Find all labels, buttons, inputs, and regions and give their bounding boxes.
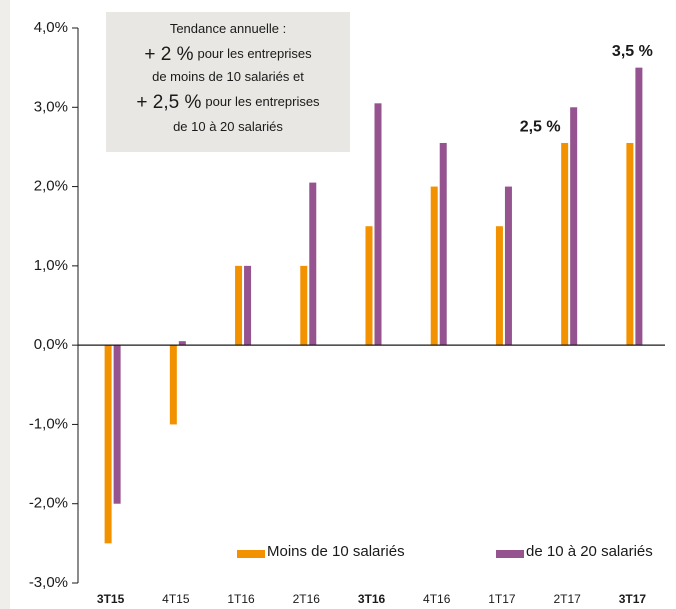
- annotation: 2,5 %: [520, 118, 561, 135]
- bar: [113, 345, 121, 504]
- side-border: [0, 0, 10, 609]
- y-tick-label: 4,0%: [34, 19, 68, 36]
- annotation: 3,5 %: [612, 43, 653, 60]
- y-tick-label: -1,0%: [29, 415, 68, 432]
- note-text: pour les entreprises: [197, 46, 312, 61]
- note-line: de 10 à 20 salariés: [173, 119, 283, 134]
- bar: [244, 265, 252, 346]
- bar: [430, 186, 438, 346]
- note-line: + 2 % pour les entreprises: [144, 44, 312, 65]
- bar: [570, 107, 578, 346]
- note-line: de moins de 10 salariés et: [152, 69, 304, 84]
- y-tick-label: 2,0%: [34, 178, 68, 195]
- bar: [561, 142, 569, 346]
- legend-label: Moins de 10 salariés: [267, 543, 405, 560]
- bar: [439, 142, 447, 346]
- x-tick-label: 4T15: [162, 592, 190, 606]
- bar: [374, 103, 382, 346]
- note-line: + 2,5 % pour les entreprises: [136, 92, 320, 113]
- legend-label: de 10 à 20 salariés: [526, 543, 653, 560]
- legend-swatch: [496, 550, 524, 558]
- note-text: de 10 à 20 salariés: [173, 119, 283, 134]
- note-text: pour les entreprises: [205, 94, 320, 109]
- bar: [504, 186, 512, 346]
- note-text: de moins de 10 salariés et: [152, 69, 304, 84]
- y-tick-label: -2,0%: [29, 495, 68, 512]
- bar: [300, 265, 308, 346]
- legend-swatch: [237, 550, 265, 558]
- bar: [104, 345, 112, 544]
- x-tick-label: 1T17: [488, 592, 516, 606]
- note-line: Tendance annuelle :: [170, 21, 286, 36]
- note-text: + 2,5 %: [136, 92, 201, 113]
- x-tick-label: 3T15: [97, 592, 125, 606]
- y-tick-label: 1,0%: [34, 257, 68, 274]
- x-tick-label: 2T17: [553, 592, 581, 606]
- x-tick-label: 3T16: [358, 592, 386, 606]
- bar: [365, 226, 373, 346]
- y-tick-label: 3,0%: [34, 98, 68, 115]
- bar: [495, 226, 503, 346]
- bar: [309, 182, 317, 346]
- bar: [169, 345, 177, 425]
- x-tick-label: 4T16: [423, 592, 451, 606]
- x-tick-label: 3T17: [619, 592, 647, 606]
- note-text: Tendance annuelle :: [170, 21, 286, 36]
- bar: [626, 142, 634, 346]
- y-tick-label: 0,0%: [34, 336, 68, 353]
- bar: [178, 341, 186, 346]
- bar: [235, 265, 243, 346]
- bar: [635, 67, 643, 346]
- y-tick-label: -3,0%: [29, 574, 68, 591]
- x-tick-label: 1T16: [227, 592, 255, 606]
- note-box: [106, 12, 350, 152]
- x-tick-label: 2T16: [293, 592, 321, 606]
- note-text: + 2 %: [144, 44, 193, 65]
